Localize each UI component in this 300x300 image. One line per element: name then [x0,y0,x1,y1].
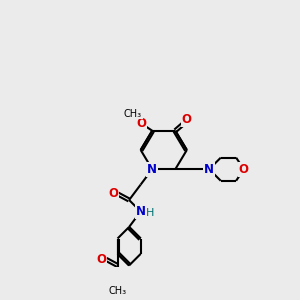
Text: H: H [146,208,154,218]
Text: CH₃: CH₃ [124,109,142,119]
Text: N: N [147,163,157,176]
Text: CH₃: CH₃ [109,286,127,296]
Text: O: O [182,113,192,126]
Text: O: O [136,116,146,130]
Text: O: O [108,187,118,200]
Text: O: O [239,163,249,176]
Text: N: N [136,205,146,218]
Text: O: O [96,253,106,266]
Text: N: N [204,163,214,176]
